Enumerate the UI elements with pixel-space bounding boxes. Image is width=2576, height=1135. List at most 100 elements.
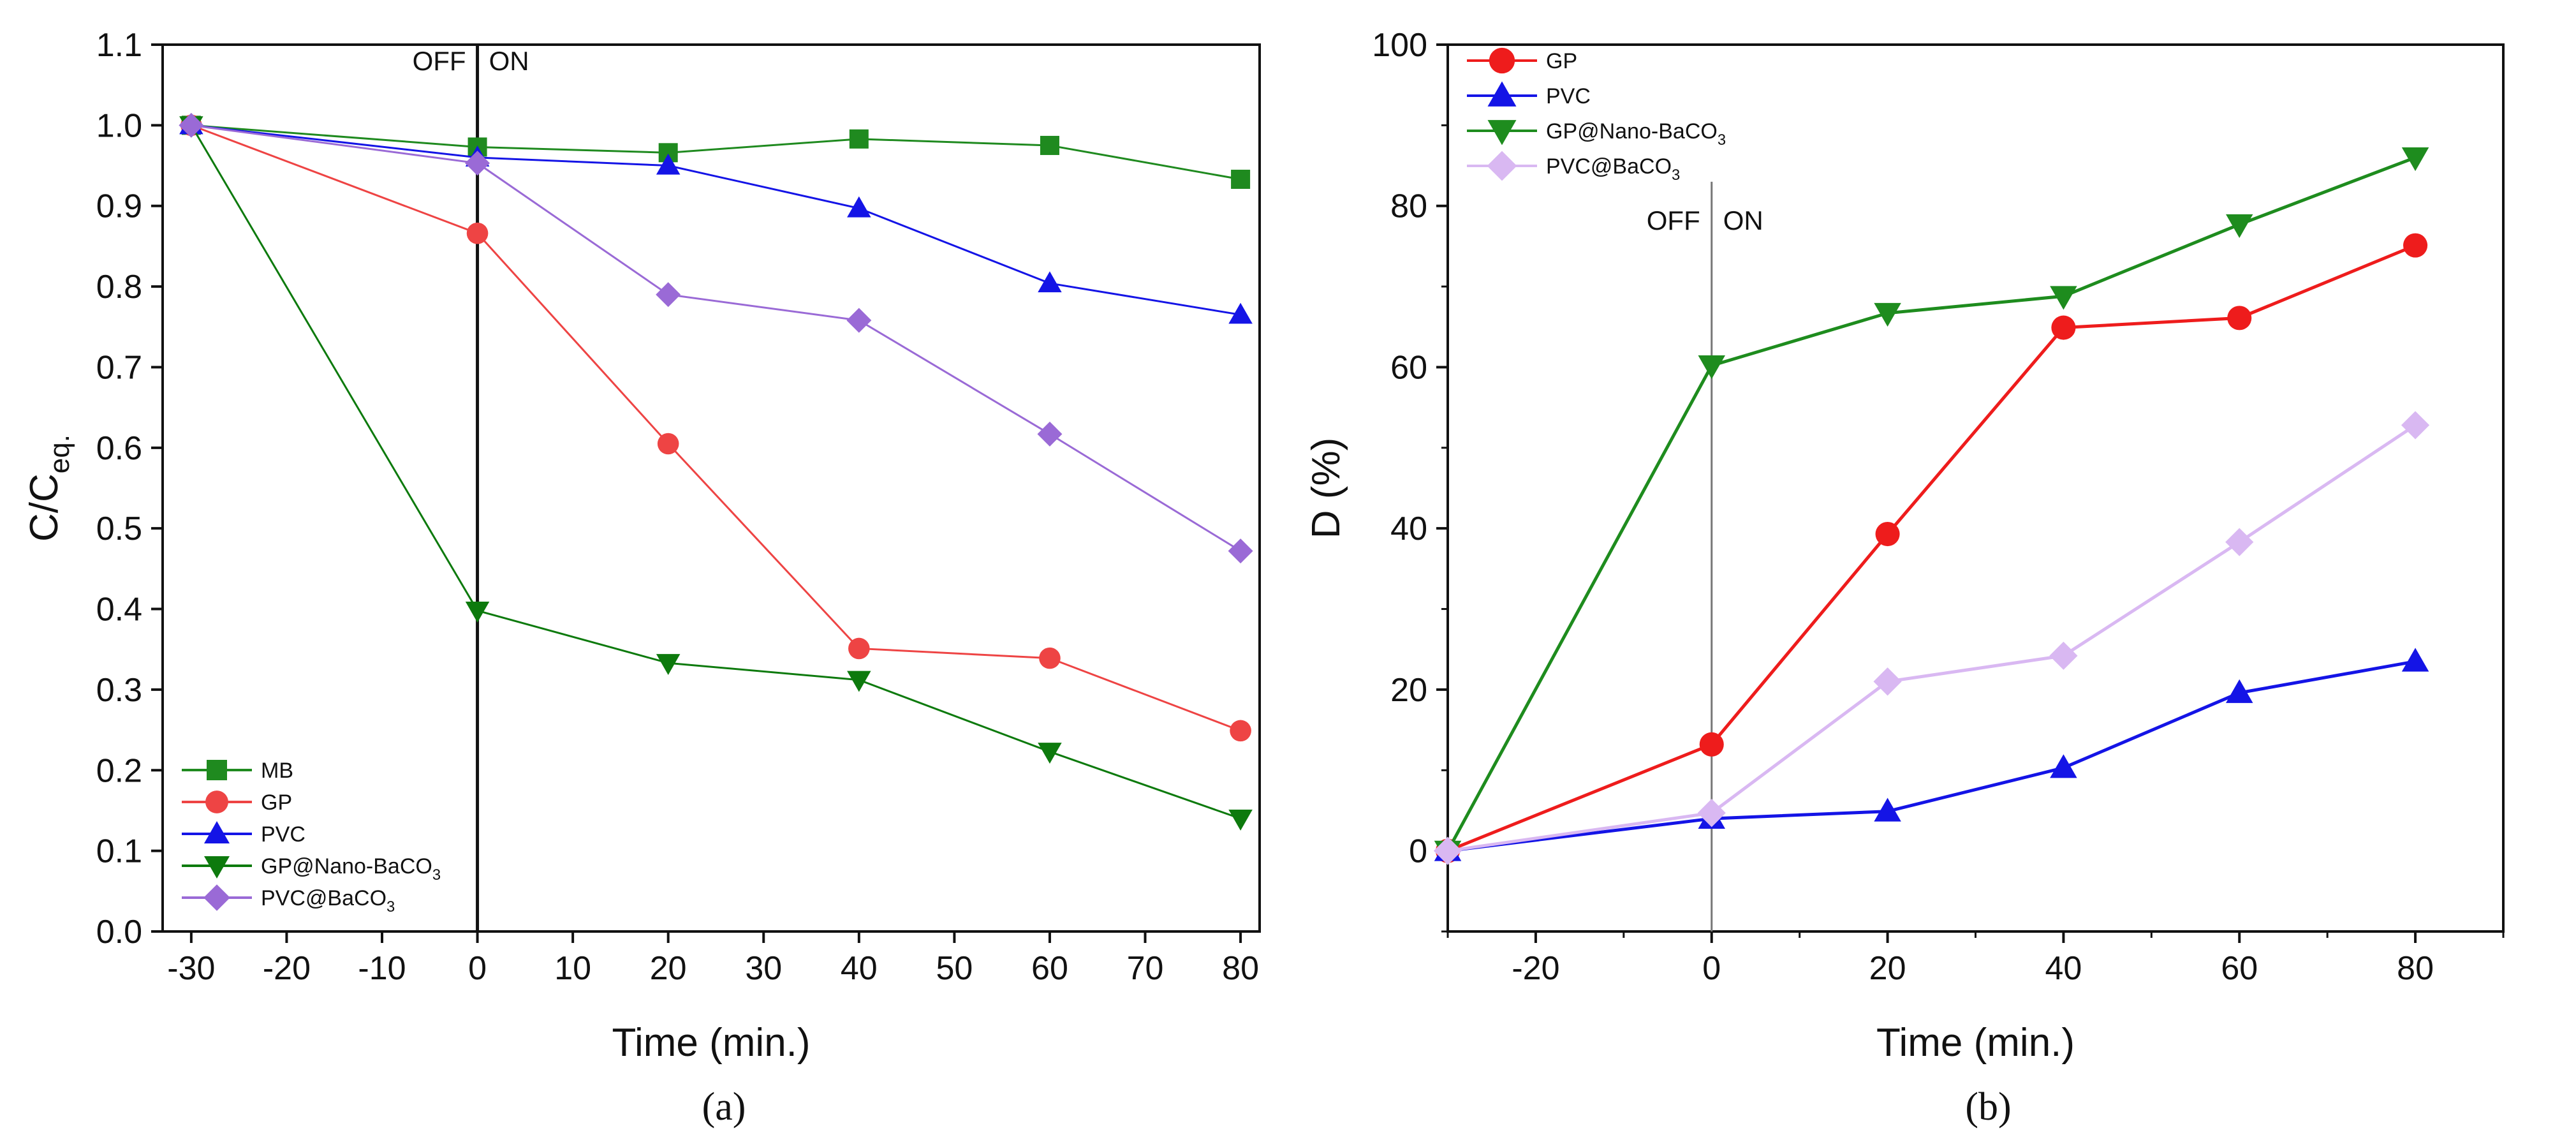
x-tick-label: 80 <box>1222 950 1259 987</box>
legend-label-main: GP@Nano-BaCO <box>261 854 432 879</box>
x-axis-title: Time (min.) <box>1876 1021 2075 1065</box>
panel-label: (b) <box>1965 1085 2011 1129</box>
legend-marker <box>1487 81 1517 107</box>
series-PVC@BaCO3 <box>1433 411 2430 865</box>
series-MB <box>181 115 1251 189</box>
data-point <box>656 153 681 175</box>
series-line <box>190 124 1241 820</box>
legend-marker <box>205 790 228 813</box>
legend-label-main: PVC <box>1546 84 1591 108</box>
y-axis-title-sub: eq. <box>44 434 75 473</box>
series-PVC <box>1434 648 2429 861</box>
data-point <box>1699 732 1724 757</box>
x-tick-label: 70 <box>1127 950 1164 987</box>
series-line <box>191 124 1241 552</box>
y-tick-label: 0.9 <box>96 188 142 225</box>
off-label: OFF <box>413 46 466 76</box>
data-point <box>2403 233 2428 258</box>
x-tick-label: 40 <box>2045 950 2082 987</box>
data-point <box>1230 720 1251 742</box>
data-point <box>2051 315 2076 340</box>
data-point <box>1228 302 1253 324</box>
legend-label-main: GP@Nano-BaCO <box>1546 119 1718 144</box>
data-point <box>1037 421 1063 447</box>
x-tick-label: 40 <box>841 950 878 987</box>
legend-label: PVC <box>261 822 305 847</box>
data-point <box>1697 799 1726 827</box>
y-tick-label: 1.0 <box>96 107 142 144</box>
data-point <box>846 308 872 333</box>
legend-label-main: PVC@BaCO <box>261 886 386 910</box>
y-tick-label: 100 <box>1372 27 1427 64</box>
x-tick-label: 60 <box>1031 950 1068 987</box>
legend-marker <box>204 821 230 843</box>
data-point <box>656 282 681 308</box>
data-point <box>1874 797 1901 822</box>
legend-marker <box>203 884 230 911</box>
series-GP <box>180 114 1251 742</box>
chart-panel-b: -20 0 20 40 60 80 0 20 40 60 80 100 Time (min.) D (%)… <box>1304 27 2505 1129</box>
data-point <box>179 112 204 138</box>
y-tick-label: 0.2 <box>96 752 142 789</box>
legend-label-sub: 3 <box>1672 167 1680 184</box>
data-point <box>848 637 870 660</box>
data-point <box>1874 302 1901 327</box>
data-point <box>849 129 869 149</box>
y-tick-label: 60 <box>1390 349 1427 386</box>
data-point <box>465 602 490 623</box>
y-axis-title-main: C/C <box>22 473 66 542</box>
data-point <box>2227 306 2252 330</box>
x-tick-label: -20 <box>1512 950 1559 987</box>
data-point <box>2401 648 2429 672</box>
data-point <box>2049 641 2078 670</box>
data-point <box>1433 836 1462 865</box>
series-line <box>191 124 1241 181</box>
legend-label: PVC@BaCO3 <box>261 886 395 916</box>
chart-panel-a: -30 -20 -10 0 10 20 30 40 50 60 70 80 0.0 0.1 0.2 0.3 0.… <box>22 27 1261 1129</box>
legend-label-sub: 3 <box>386 898 395 916</box>
legend-label-sub: 3 <box>432 866 441 884</box>
legend-label: GP <box>1546 49 1577 73</box>
legend-label-main: PVC@BaCO <box>1546 154 1672 179</box>
x-tick-label: 20 <box>650 950 687 987</box>
on-label: ON <box>1723 205 1763 235</box>
series-line <box>191 124 1241 316</box>
x-tick-label: -30 <box>167 950 215 987</box>
data-point <box>1228 538 1253 564</box>
plot-frame <box>161 43 1261 933</box>
y-tick-label: 0.4 <box>96 591 142 628</box>
data-point <box>847 196 871 218</box>
legend-label-main: PVC <box>261 822 305 847</box>
data-point <box>656 654 681 675</box>
legend-label: GP@Nano-BaCO3 <box>261 854 441 884</box>
x-axis-title: Time (min.) <box>612 1021 810 1065</box>
data-point <box>2226 214 2253 239</box>
x-tick-label: 30 <box>745 950 782 987</box>
legend-label: GP <box>261 790 292 815</box>
series-line <box>1447 660 2416 853</box>
y-tick-label: 0.3 <box>96 672 142 709</box>
data-point <box>1038 271 1062 293</box>
y-axis-title: D (%) <box>1304 438 1348 538</box>
series-PVC@BaCO3 <box>179 112 1253 564</box>
legend-label-sub: 3 <box>1718 131 1726 149</box>
y-tick-label: 0.0 <box>96 914 142 951</box>
y-tick-label: 80 <box>1390 188 1427 225</box>
legend-label-main: MB <box>261 759 293 783</box>
data-point <box>2226 679 2253 703</box>
series-line <box>1447 424 2417 853</box>
legend-marker <box>1487 120 1517 145</box>
y-axis-title-main: D (%) <box>1304 438 1348 538</box>
y-tick-label: 0 <box>1409 833 1427 870</box>
series-GP <box>1435 233 2428 863</box>
x-tick-label: -20 <box>263 950 311 987</box>
data-point <box>2050 754 2077 778</box>
series-line <box>1447 244 2417 852</box>
legend-label: MB <box>261 759 293 783</box>
series-line <box>191 124 1241 732</box>
series-line <box>1446 156 2416 852</box>
series-GP@Nano-BaCO3 <box>179 116 1253 831</box>
legend-marker <box>204 856 230 879</box>
